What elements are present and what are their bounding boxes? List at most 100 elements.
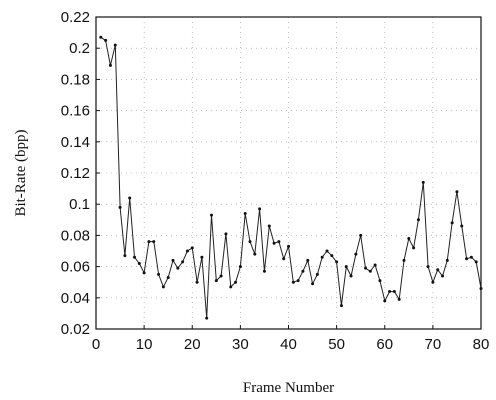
y-tick-label: 0.1 <box>69 196 90 213</box>
data-point <box>325 249 329 253</box>
data-point <box>330 254 334 258</box>
data-point <box>311 282 315 286</box>
grid <box>95 16 482 330</box>
series-line <box>100 36 482 319</box>
data-point <box>171 258 175 262</box>
data-point <box>479 286 483 290</box>
x-tick-label: 60 <box>376 336 393 353</box>
data-point <box>181 260 185 264</box>
data-point <box>185 249 189 253</box>
data-point <box>258 207 262 211</box>
data-point <box>445 258 449 262</box>
data-point <box>339 304 343 308</box>
data-point <box>234 280 238 284</box>
data-point <box>219 274 223 278</box>
y-tick-label: 0.14 <box>61 134 90 151</box>
data-point <box>301 269 305 273</box>
data-point <box>315 272 319 276</box>
data-point <box>238 265 242 269</box>
data-point <box>465 257 469 261</box>
y-tick-label: 0.16 <box>61 103 90 120</box>
data-point <box>426 265 430 269</box>
data-points <box>99 35 483 320</box>
data-point <box>205 316 209 320</box>
data-point <box>210 213 213 217</box>
y-tick-label: 0.04 <box>61 290 90 307</box>
data-point <box>349 274 353 278</box>
x-tick-label: 0 <box>92 336 100 353</box>
x-tick-label: 70 <box>425 336 442 353</box>
data-point <box>142 271 146 275</box>
data-point <box>335 260 339 264</box>
y-tick-label: 0.08 <box>61 227 90 244</box>
data-point <box>431 280 435 284</box>
data-point <box>128 196 132 200</box>
data-point <box>441 274 444 278</box>
data-point <box>176 266 180 270</box>
data-point <box>368 269 372 273</box>
data-point <box>291 280 295 284</box>
data-point <box>287 244 290 248</box>
data-point <box>407 237 411 241</box>
data-point <box>190 246 194 250</box>
data-point <box>364 266 367 270</box>
data-point <box>344 265 348 269</box>
data-point <box>262 269 266 273</box>
data-point <box>137 261 141 265</box>
data-point <box>166 276 170 280</box>
data-point <box>383 299 387 303</box>
data-point <box>214 279 218 283</box>
data-point <box>104 38 108 42</box>
data-point <box>421 180 425 184</box>
x-tick-label: 40 <box>280 336 297 353</box>
data-point <box>248 240 252 244</box>
y-tick-label: 0.22 <box>61 9 90 26</box>
data-point <box>272 241 276 245</box>
data-point <box>378 279 382 283</box>
x-tick-label: 20 <box>184 336 201 353</box>
data-point <box>474 260 478 264</box>
x-axis-title: Frame Number <box>243 380 334 396</box>
data-point <box>108 63 112 67</box>
data-point <box>243 212 247 216</box>
data-point <box>161 285 165 289</box>
data-point <box>253 252 257 256</box>
data-point <box>436 268 440 272</box>
data-point <box>412 246 416 250</box>
data-point <box>416 218 420 222</box>
y-tick-label: 0.2 <box>69 40 90 57</box>
data-point <box>277 240 281 244</box>
data-point <box>397 297 401 301</box>
data-point <box>224 232 228 236</box>
data-point <box>450 221 454 225</box>
data-point <box>113 43 117 47</box>
data-point <box>306 258 310 262</box>
data-point <box>388 290 392 294</box>
data-point <box>200 255 204 259</box>
y-tick-label: 0.06 <box>61 259 90 276</box>
data-point <box>152 240 156 244</box>
data-point <box>296 279 300 283</box>
data-point <box>99 35 103 39</box>
y-tick-label: 0.12 <box>61 165 90 182</box>
x-tick-label: 10 <box>136 336 153 353</box>
data-point <box>229 285 233 289</box>
data-point <box>118 205 122 209</box>
data-point <box>282 257 286 261</box>
data-point <box>123 254 127 258</box>
y-axis: 0.02 0.04 0.06 0.08 0.1 0.12 0.14 0.16 0.18 0.2 0.… <box>61 9 100 338</box>
x-axis: 0 10 20 30 40 50 60 70 80 <box>92 325 490 353</box>
data-point <box>147 240 151 244</box>
data-point <box>359 233 363 237</box>
data-point <box>195 280 199 284</box>
y-tick-label: 0.18 <box>61 71 90 88</box>
data-point <box>402 258 406 262</box>
data-point <box>157 272 161 276</box>
y-tick-label: 0.02 <box>61 321 90 338</box>
x-tick-label: 80 <box>473 336 490 353</box>
data-point <box>320 255 324 259</box>
data-point <box>373 263 377 267</box>
data-point <box>469 255 473 259</box>
data-point <box>267 224 271 228</box>
data-point <box>460 224 464 228</box>
